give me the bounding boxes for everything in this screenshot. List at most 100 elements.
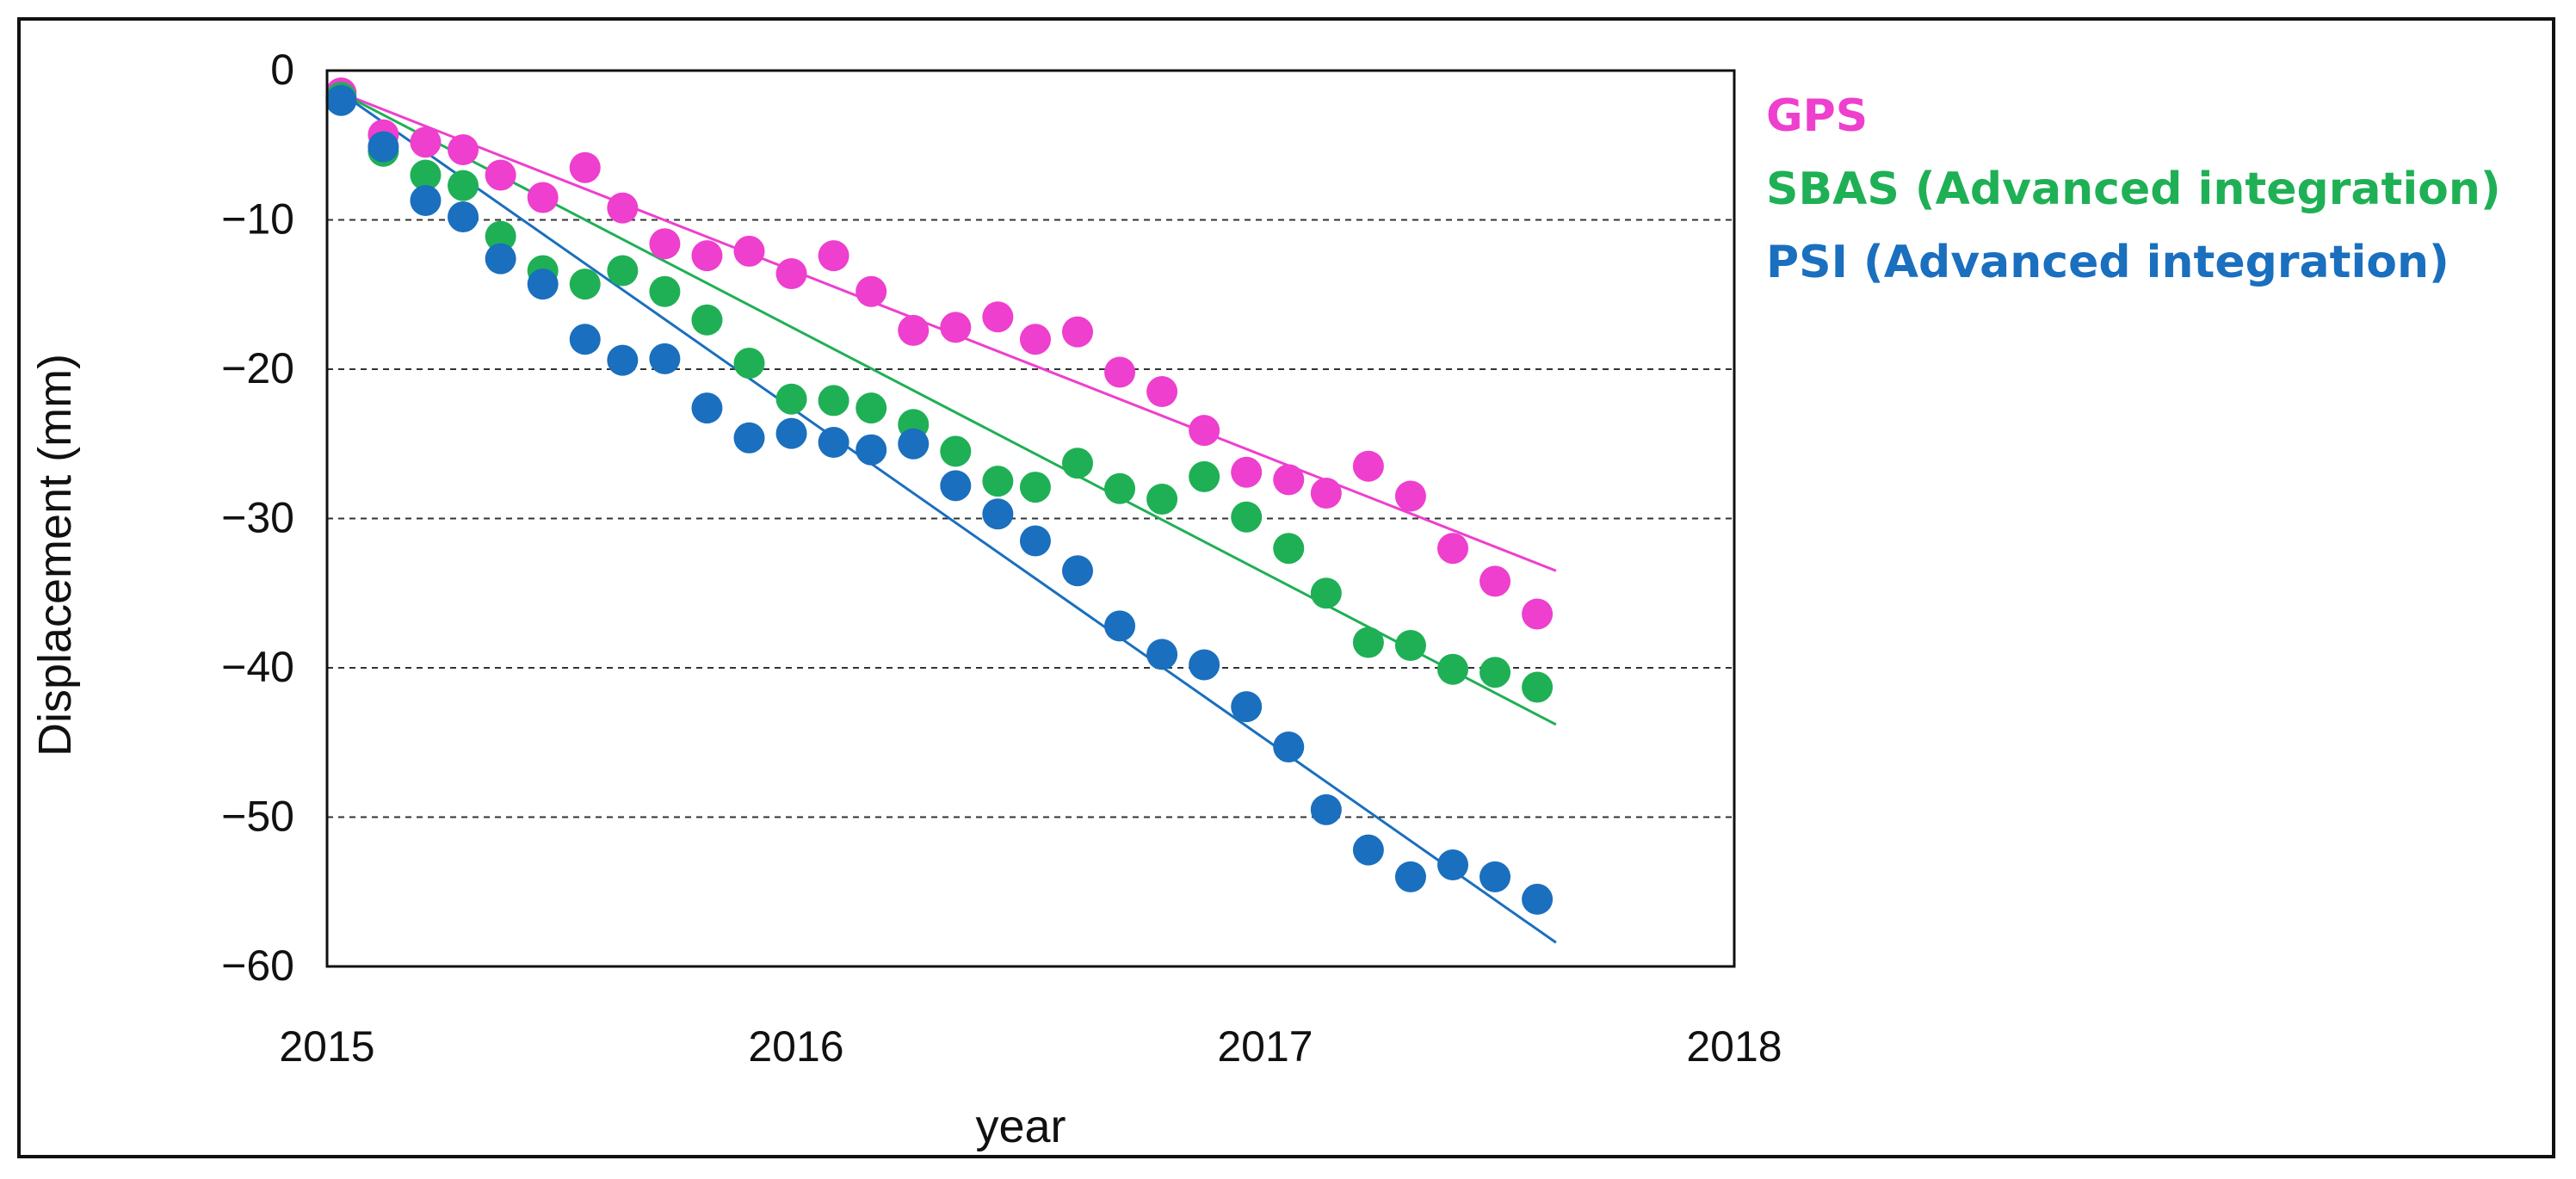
data-point-series-0: [1522, 598, 1554, 630]
y-tick-label: −10: [221, 195, 294, 244]
data-point-series-2: [1522, 883, 1554, 915]
trend-lines: [340, 91, 1557, 944]
data-point-series-0: [898, 314, 930, 346]
data-point-series-1: [1189, 460, 1220, 492]
data-point-series-0: [1437, 533, 1468, 565]
data-point-series-1: [569, 269, 601, 300]
legend-entry: SBAS (Advanced integration): [1766, 164, 2501, 215]
x-tick-label: 2015: [279, 1022, 374, 1071]
data-point-series-2: [1104, 610, 1136, 642]
data-point-series-0: [1310, 478, 1342, 509]
data-point-series-1: [1146, 483, 1178, 515]
data-point-series-2: [940, 470, 972, 502]
data-point-series-2: [1437, 849, 1468, 881]
data-point-series-1: [649, 275, 681, 307]
y-tick-label: −40: [221, 643, 294, 691]
data-point-series-1: [1437, 653, 1468, 685]
data-point-series-0: [1231, 456, 1263, 488]
legend: GPS SBAS (Advanced integration) PSI (Advan…: [1766, 90, 2501, 288]
x-axis-title: year: [975, 1101, 1066, 1152]
x-tick-label: 2018: [1686, 1022, 1782, 1071]
data-point-series-2: [982, 498, 1014, 530]
data-point-series-1: [1231, 501, 1263, 533]
data-point-series-2: [733, 422, 765, 454]
data-point-series-0: [1146, 376, 1178, 408]
y-tick-label: −30: [221, 494, 294, 542]
legend-entry: PSI (Advanced integration): [1766, 237, 2449, 288]
data-point-series-1: [607, 255, 639, 287]
y-tick-label: −20: [221, 344, 294, 392]
data-point-series-2: [1352, 834, 1384, 866]
plot-area-border: [325, 69, 1736, 968]
x-tick-label: 2017: [1217, 1022, 1313, 1071]
data-point-series-2: [775, 417, 807, 449]
data-point-series-0: [527, 182, 559, 213]
data-point-series-2: [1189, 649, 1220, 681]
y-tick-labels: 0 −10 −20 −30 −40 −50 −60: [221, 46, 294, 990]
data-point-series-2: [856, 434, 887, 466]
data-point-series-0: [982, 301, 1014, 333]
data-point-series-1: [733, 348, 765, 380]
data-point-series-2: [691, 392, 723, 424]
x-tick-labels: 2015 2016 2017 2018: [279, 1022, 1782, 1071]
data-point-series-1: [1104, 472, 1136, 504]
data-point-series-0: [1273, 464, 1305, 496]
data-point-series-1: [1273, 533, 1305, 565]
data-point-series-0: [775, 257, 807, 289]
data-point-series-2: [898, 428, 930, 460]
data-point-series-0: [733, 235, 765, 267]
data-point-series-1: [940, 435, 972, 467]
data-point-series-2: [448, 201, 479, 233]
data-point-series-0: [1062, 316, 1093, 348]
data-point-series-0: [448, 133, 479, 165]
data-point-series-1: [775, 383, 807, 415]
y-axis-title: Displacement (mm): [29, 354, 81, 756]
figure-frame: [17, 17, 2555, 1158]
data-point-series-2: [818, 427, 849, 459]
data-point-series-1: [485, 220, 516, 252]
data-point-series-1: [818, 385, 849, 417]
data-points: [325, 77, 1554, 915]
data-point-series-1: [1062, 448, 1093, 479]
data-point-series-0: [1480, 565, 1511, 597]
data-point-series-0: [1394, 480, 1426, 512]
y-tick-label: 0: [270, 46, 294, 94]
legend-entry: GPS: [1766, 90, 1868, 142]
data-point-series-0: [856, 275, 887, 307]
data-point-series-2: [1310, 793, 1342, 825]
data-point-series-2: [527, 269, 559, 300]
data-point-series-2: [607, 344, 639, 376]
data-point-series-2: [1019, 525, 1051, 557]
y-tick-label: −60: [221, 941, 294, 990]
data-point-series-0: [1019, 324, 1051, 355]
data-point-series-2: [325, 84, 357, 116]
data-point-series-0: [818, 240, 849, 272]
data-point-series-2: [410, 184, 442, 216]
data-point-series-0: [569, 151, 601, 183]
data-point-series-1: [1310, 577, 1342, 609]
data-point-series-0: [1352, 450, 1384, 482]
data-point-series-2: [1480, 861, 1511, 892]
data-point-series-1: [856, 392, 887, 424]
data-point-series-0: [485, 159, 516, 191]
data-point-series-1: [982, 466, 1014, 497]
data-point-series-2: [1273, 731, 1305, 762]
data-point-series-1: [1394, 629, 1426, 661]
data-point-series-0: [1104, 356, 1136, 388]
data-point-series-1: [448, 170, 479, 201]
data-point-series-0: [649, 228, 681, 260]
data-point-series-0: [940, 312, 972, 343]
trend-line-series-2: [340, 91, 1557, 944]
data-point-series-2: [485, 243, 516, 275]
data-point-series-1: [1522, 671, 1554, 703]
data-point-series-1: [410, 159, 442, 191]
data-point-series-0: [1189, 415, 1220, 447]
data-point-series-2: [1146, 639, 1178, 670]
data-point-series-0: [410, 127, 442, 158]
data-point-series-2: [1394, 861, 1426, 892]
y-tick-label: −50: [221, 793, 294, 841]
data-point-series-2: [569, 324, 601, 355]
data-point-series-0: [691, 240, 723, 272]
data-point-series-2: [1231, 691, 1263, 723]
